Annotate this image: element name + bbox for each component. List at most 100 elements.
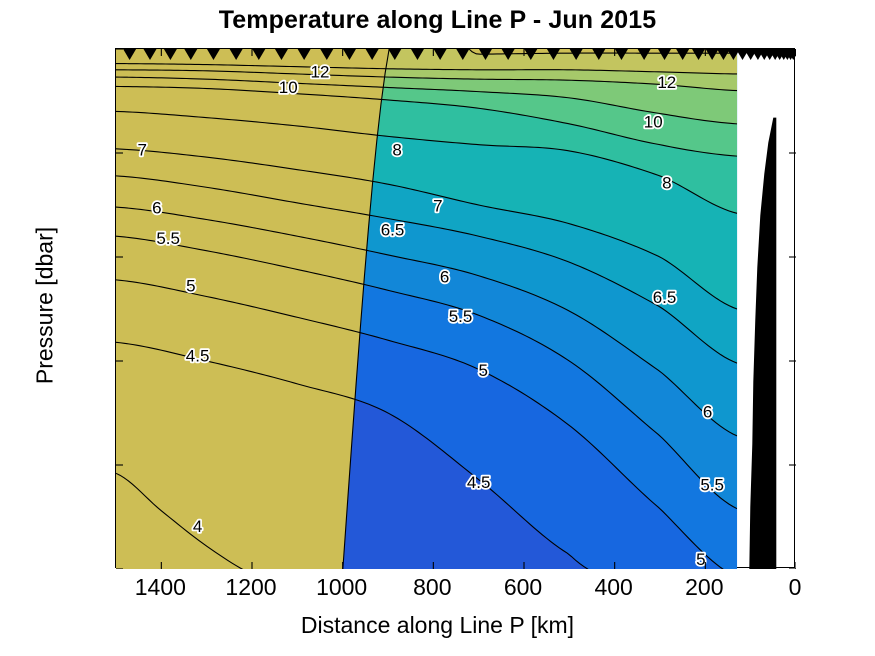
contour-line-12 (116, 63, 738, 75)
contour-label-12: 6 (440, 267, 449, 286)
contour-line-9 (116, 85, 738, 157)
contour-label-halo-10: 6.5 (381, 220, 405, 239)
y-axis-label: Pressure [dbar] (31, 226, 58, 385)
station-marker-1 (143, 49, 157, 60)
contour-label-halo-14: 6.5 (653, 288, 677, 307)
station-marker-25 (676, 49, 690, 60)
contour-label-20: 4 (193, 517, 202, 536)
x-tick-label-400: 400 (594, 574, 633, 600)
station-markers (123, 49, 796, 60)
contour-label-16: 5 (478, 361, 487, 380)
station-marker-12 (388, 49, 402, 60)
contour-label-15: 4.5 (186, 346, 210, 365)
contour-label-9: 5.5 (156, 229, 180, 248)
contour-label-5: 8 (392, 140, 401, 159)
station-marker-7 (274, 49, 288, 60)
contour-label-halo-19: 5.5 (700, 475, 724, 494)
station-marker-6 (252, 49, 266, 60)
station-marker-10 (342, 49, 356, 60)
contour-label-halo-13: 5.5 (449, 307, 473, 326)
contour-label-13: 5.5 (449, 307, 473, 326)
contour-label-1: 10 (279, 78, 298, 97)
x-tick-label-800: 800 (413, 574, 452, 600)
contour-line-5.5 (116, 235, 738, 510)
station-marker-17 (501, 49, 515, 60)
contour-label-halo-2: 12 (657, 73, 676, 92)
station-marker-16 (478, 49, 492, 60)
station-marker-0 (123, 49, 137, 60)
x-axis-label: Distance along Line P [km] (300, 612, 575, 638)
contour-label-halo-18: 4.5 (467, 473, 491, 492)
station-marker-19 (546, 49, 560, 60)
contour-fill-bands (116, 49, 738, 569)
contour-label-0: 12 (311, 62, 330, 81)
station-marker-26 (692, 49, 706, 60)
station-marker-8 (297, 49, 311, 60)
contour-label-halo-17: 6 (703, 402, 712, 421)
station-marker-30 (736, 49, 750, 60)
contour-label-18: 4.5 (467, 473, 491, 492)
contour-label-6: 8 (662, 174, 671, 193)
contour-label-3: 10 (644, 112, 663, 131)
contour-label-21: 5 (696, 550, 705, 569)
contour-line-5 (116, 279, 724, 569)
contour-label-11: 5 (186, 277, 195, 296)
contour-plot-area: 12 12 10 10 12 12 10 10 7 7 8 8 8 8 6 6 7 7 5.5 5.5 6.5 6.5 5 5… (115, 48, 796, 569)
x-tick-label-1200: 1200 (225, 574, 277, 600)
contour-label-halo-0: 12 (311, 62, 330, 81)
axis-tick-marks (116, 49, 796, 569)
contour-label-halo-20: 4 (193, 517, 202, 536)
contour-lines (116, 49, 738, 569)
chart-title: Temperature along Line P - Jun 2015 (218, 6, 657, 34)
station-marker-28 (716, 49, 730, 60)
contour-line-13 (342, 49, 738, 569)
contour-label-halo-16: 5 (478, 361, 487, 380)
contour-line-10 (116, 76, 738, 125)
contour-band-13 (116, 49, 738, 569)
x-tick-label-600: 600 (503, 574, 543, 600)
contour-line-8 (116, 110, 738, 214)
station-marker-9 (320, 49, 334, 60)
station-marker-40 (786, 49, 796, 60)
contour-label-8: 7 (433, 197, 442, 216)
station-marker-11 (365, 49, 379, 60)
contour-line-7 (116, 148, 738, 310)
contour-line-4.5 (116, 341, 589, 569)
contour-label-halo-5: 8 (392, 140, 401, 159)
bathymetry-seafloor (749, 117, 777, 569)
contour-label-halo-3: 10 (644, 112, 663, 131)
contour-line-6 (116, 206, 738, 437)
contour-line-6.5 (116, 175, 738, 364)
contour-label-halo-15: 4.5 (186, 346, 210, 365)
contour-label-halo-8: 7 (433, 197, 442, 216)
station-marker-21 (592, 49, 606, 60)
x-tick-label-1400: 1400 (134, 574, 186, 600)
station-marker-23 (637, 49, 651, 60)
contour-label-17: 6 (703, 402, 712, 421)
station-marker-20 (569, 49, 583, 60)
x-tick-label-1000: 1000 (316, 574, 368, 600)
contour-label-10: 6.5 (381, 220, 405, 239)
contour-label-halo-9: 5.5 (156, 229, 180, 248)
station-marker-24 (658, 49, 672, 60)
x-tick-label-200: 200 (685, 574, 724, 600)
station-marker-18 (524, 49, 538, 60)
contour-line-11 (116, 69, 738, 92)
contour-line-4 (116, 472, 244, 569)
contour-label-halo-4: 7 (138, 140, 147, 159)
contour-label-halo-21: 5 (696, 550, 705, 569)
station-marker-14 (433, 49, 447, 60)
contour-label-4: 7 (138, 140, 147, 159)
contour-label-halo-11: 5 (186, 277, 195, 296)
x-tick-label-0: 0 (788, 574, 802, 600)
station-marker-15 (456, 49, 470, 60)
contour-label-7: 6 (152, 199, 161, 218)
station-marker-22 (614, 49, 628, 60)
station-marker-3 (184, 49, 198, 60)
station-marker-5 (229, 49, 243, 60)
contour-label-14: 6.5 (653, 288, 677, 307)
contour-label-halo-7: 6 (152, 199, 161, 218)
